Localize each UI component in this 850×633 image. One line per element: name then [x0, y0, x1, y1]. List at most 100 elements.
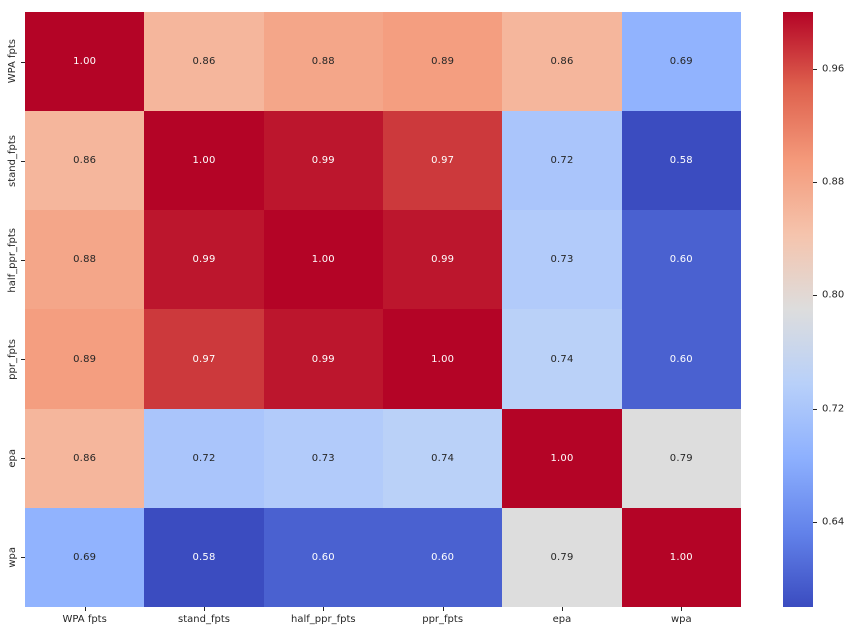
- heatmap-cell-epa-half_ppr_fpts: 0.73: [263, 408, 383, 508]
- cell-value: 0.58: [192, 551, 216, 563]
- heatmap-cell-WPA fpts-half_ppr_fpts: 0.88: [263, 12, 383, 112]
- colorbar-tick-label-0.72: 0.72: [822, 403, 845, 415]
- heatmap-cell-stand_fpts-wpa: 0.58: [621, 111, 741, 211]
- cell-value: 0.97: [431, 155, 455, 167]
- heatmap-cell-stand_fpts-epa: 0.72: [502, 111, 622, 211]
- cell-value: 0.79: [669, 452, 693, 464]
- cell-value: 0.74: [550, 353, 574, 365]
- y-tick-label-wpa: wpa: [0, 508, 25, 607]
- y-tick-label-half_ppr_fpts: half_ppr_fpts: [0, 210, 25, 309]
- heatmap-cell-WPA fpts-stand_fpts: 0.86: [144, 12, 264, 112]
- x-tick-mark: [681, 607, 683, 611]
- cell-value: 0.99: [311, 155, 335, 167]
- heatmap-cell-half_ppr_fpts-half_ppr_fpts: 1.00: [263, 210, 383, 310]
- cell-value: 0.86: [192, 56, 216, 68]
- y-tick-mark: [21, 61, 25, 63]
- cell-value: 0.69: [73, 551, 97, 563]
- cell-value: 0.60: [669, 254, 693, 266]
- cell-value: 0.99: [311, 353, 335, 365]
- x-tick-label-half_ppr_fpts: half_ppr_fpts: [264, 607, 383, 631]
- heatmap-cell-stand_fpts-stand_fpts: 1.00: [144, 111, 264, 211]
- y-tick-mark: [21, 458, 25, 460]
- y-tick-label-text: half_ppr_fpts: [7, 227, 18, 293]
- cell-value: 0.60: [669, 353, 693, 365]
- cell-value: 0.89: [73, 353, 97, 365]
- y-tick-label-stand_fpts: stand_fpts: [0, 111, 25, 210]
- colorbar-tick-mark: [813, 408, 817, 410]
- x-tick-label-WPA fpts: WPA fpts: [25, 607, 144, 631]
- heatmap-cell-stand_fpts-ppr_fpts: 0.97: [383, 111, 503, 211]
- cell-value: 0.73: [550, 254, 574, 266]
- heatmap-cell-epa-stand_fpts: 0.72: [144, 408, 264, 508]
- cell-value: 0.99: [431, 254, 455, 266]
- y-tick-label-text: ppr_fpts: [7, 338, 18, 380]
- y-tick-label-text: stand_fpts: [7, 134, 18, 187]
- cell-value: 1.00: [73, 56, 97, 68]
- cell-value: 0.99: [192, 254, 216, 266]
- y-tick-mark: [21, 557, 25, 559]
- colorbar-tick-mark: [813, 68, 817, 70]
- cell-value: 1.00: [192, 155, 216, 167]
- cell-value: 0.72: [550, 155, 574, 167]
- y-tick-mark: [21, 259, 25, 261]
- heatmap-cell-stand_fpts-half_ppr_fpts: 0.99: [263, 111, 383, 211]
- heatmap-cell-epa-epa: 1.00: [502, 408, 622, 508]
- colorbar-tick-label-0.88: 0.88: [822, 176, 845, 188]
- x-tick-label-ppr_fpts: ppr_fpts: [383, 607, 502, 631]
- heatmap-cell-ppr_fpts-ppr_fpts: 1.00: [383, 309, 503, 409]
- heatmap-cell-ppr_fpts-half_ppr_fpts: 0.99: [263, 309, 383, 409]
- heatmap-cell-half_ppr_fpts-stand_fpts: 0.99: [144, 210, 264, 310]
- x-tick-mark: [442, 607, 444, 611]
- cell-value: 0.58: [669, 155, 693, 167]
- heatmap-cell-WPA fpts-WPA fpts: 1.00: [25, 12, 145, 112]
- y-tick-mark: [21, 160, 25, 162]
- x-tick-mark: [203, 607, 205, 611]
- heatmap-cell-ppr_fpts-WPA fpts: 0.89: [25, 309, 145, 409]
- heatmap-cell-WPA fpts-ppr_fpts: 0.89: [383, 12, 503, 112]
- heatmap-cell-WPA fpts-wpa: 0.69: [621, 12, 741, 112]
- y-tick-label-text: WPA fpts: [7, 39, 18, 84]
- y-tick-label-WPA fpts: WPA fpts: [0, 12, 25, 111]
- x-tick-mark: [323, 607, 325, 611]
- colorbar-tick-mark: [813, 295, 817, 297]
- heatmap-cell-half_ppr_fpts-epa: 0.73: [502, 210, 622, 310]
- y-tick-label-ppr_fpts: ppr_fpts: [0, 310, 25, 409]
- cell-value: 0.69: [669, 56, 693, 68]
- cell-value: 0.74: [431, 452, 455, 464]
- x-tick-mark: [84, 607, 86, 611]
- cell-value: 0.86: [73, 452, 97, 464]
- x-tick-label-stand_fpts: stand_fpts: [144, 607, 263, 631]
- y-tick-label-epa: epa: [0, 409, 25, 508]
- cell-value: 0.73: [311, 452, 335, 464]
- x-axis: WPA fpts stand_fpts half_ppr_fpts ppr_fpts e…: [25, 607, 741, 631]
- heatmap-cell-wpa-epa: 0.79: [502, 507, 622, 607]
- cell-value: 0.88: [73, 254, 97, 266]
- heatmap-cell-ppr_fpts-wpa: 0.60: [621, 309, 741, 409]
- colorbar-tick-label-0.64: 0.64: [822, 516, 845, 528]
- cell-value: 0.86: [73, 155, 97, 167]
- cell-value: 0.60: [431, 551, 455, 563]
- heatmap-cell-half_ppr_fpts-ppr_fpts: 0.99: [383, 210, 503, 310]
- heatmap-cell-epa-WPA fpts: 0.86: [25, 408, 145, 508]
- colorbar-gradient: [783, 12, 813, 607]
- y-tick-label-text: wpa: [7, 547, 18, 568]
- cell-value: 0.79: [550, 551, 574, 563]
- heatmap-cell-wpa-wpa: 1.00: [621, 507, 741, 607]
- cell-value: 1.00: [669, 551, 693, 563]
- cell-value: 0.60: [311, 551, 335, 563]
- cell-value: 0.88: [311, 56, 335, 68]
- x-tick-label-epa: epa: [502, 607, 621, 631]
- cell-value: 0.72: [192, 452, 216, 464]
- cell-value: 0.89: [431, 56, 455, 68]
- colorbar-tick-mark: [813, 522, 817, 523]
- cell-value: 1.00: [550, 452, 574, 464]
- heatmap-cell-wpa-WPA fpts: 0.69: [25, 507, 145, 607]
- y-tick-mark: [21, 359, 25, 361]
- heatmap-cell-epa-ppr_fpts: 0.74: [383, 408, 503, 508]
- colorbar: 0.96 0.88 0.80 0.72 0.64: [783, 12, 850, 607]
- heatmap-cell-wpa-half_ppr_fpts: 0.60: [263, 507, 383, 607]
- colorbar-tick-label-0.96: 0.96: [822, 63, 845, 75]
- heatmap-cell-WPA fpts-epa: 0.86: [502, 12, 622, 112]
- x-tick-mark: [561, 607, 563, 611]
